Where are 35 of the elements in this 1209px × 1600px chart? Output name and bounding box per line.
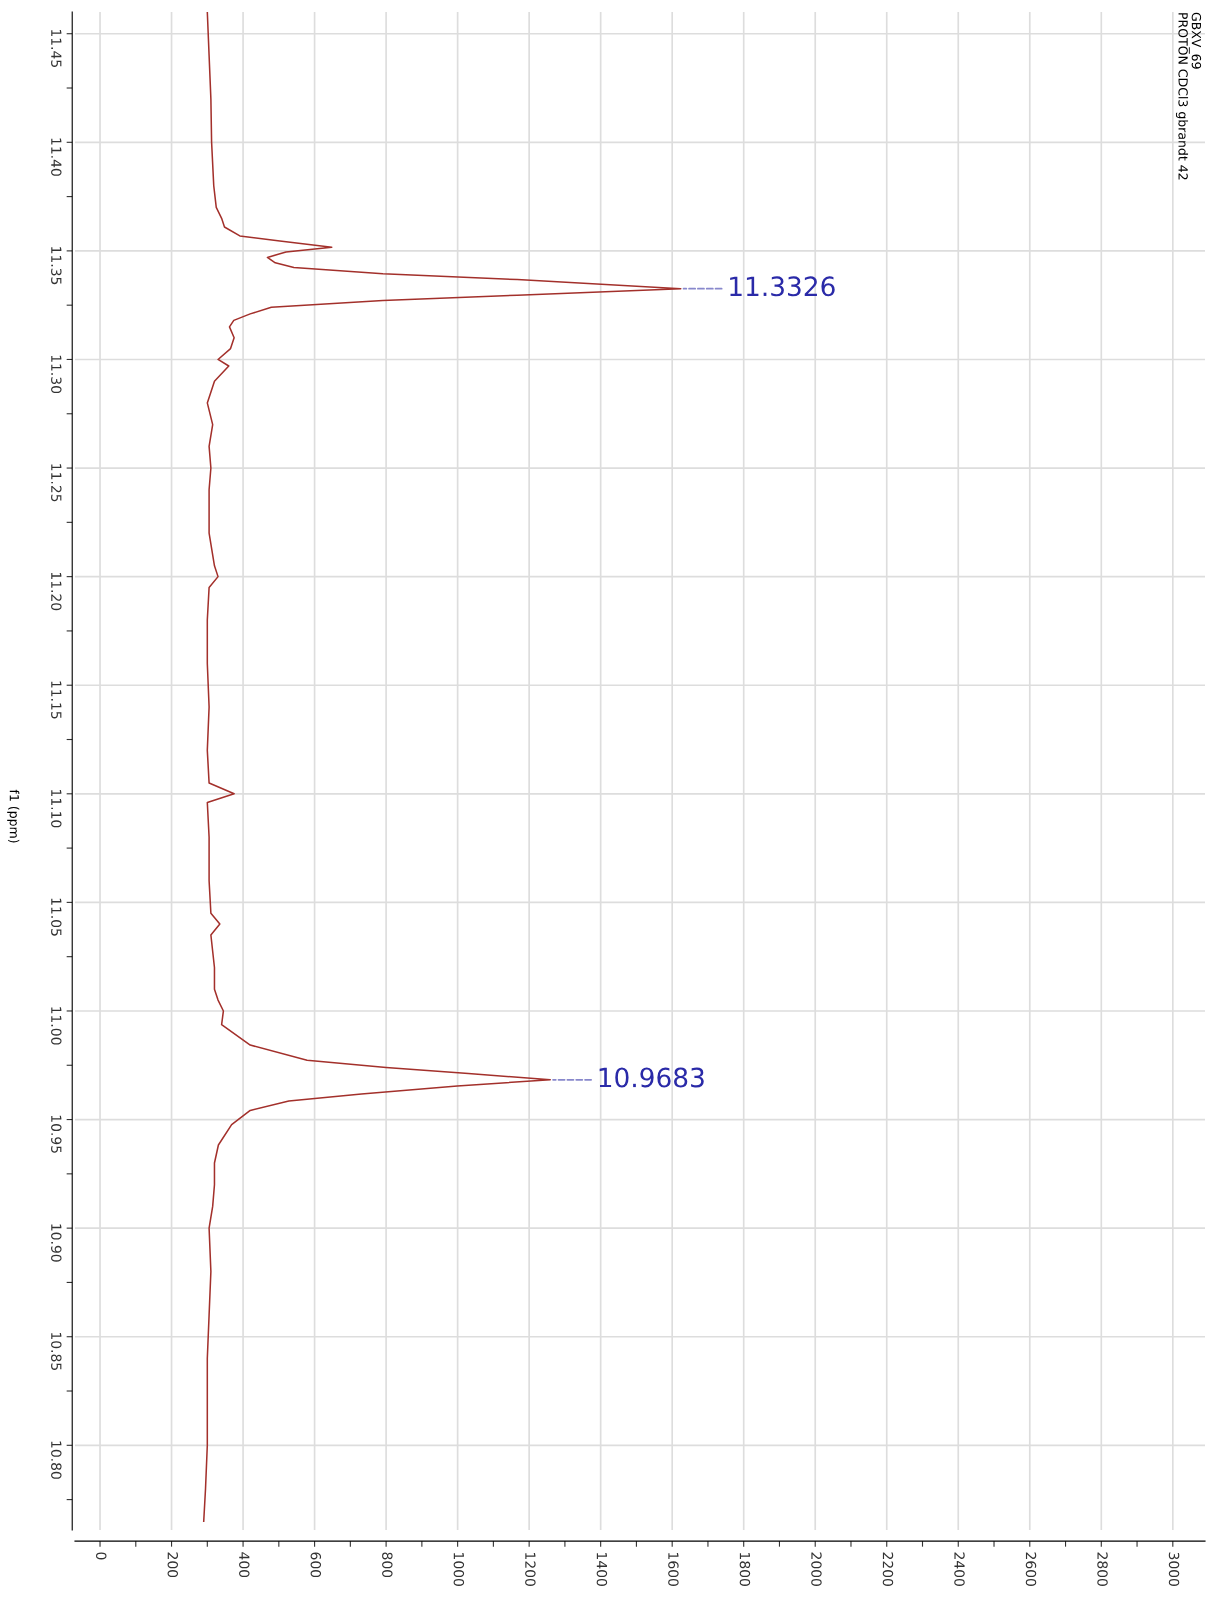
x-tick-label: 2400 (954, 1552, 965, 1586)
x-tick-label: 1400 (596, 1553, 608, 1586)
x-tick-label: 2200 (882, 1552, 894, 1586)
y-tick-label: 11.05 (51, 898, 62, 936)
y-tick-label: 11.15 (51, 681, 62, 719)
x-tick-label: 1000 (453, 1553, 465, 1586)
y-axis-title: f1 (ppm) (7, 789, 20, 843)
x-tick-label: 1800 (739, 1553, 751, 1586)
x-tick-label: 2600 (1025, 1552, 1037, 1586)
x-tick-label: 2800 (1097, 1552, 1108, 1586)
x-tick-label: 1600 (668, 1553, 679, 1586)
x-tick-label: 400 (239, 1552, 250, 1578)
x-tick-label: 3000 (1168, 1552, 1180, 1586)
y-tick-label: 10.85 (51, 1332, 62, 1370)
y-tick-label: 11.20 (51, 572, 62, 611)
x-tick-label: 2000 (811, 1552, 822, 1586)
y-tick-label: 10.80 (51, 1441, 62, 1479)
x-tick-label: 0 (96, 1552, 107, 1560)
x-tick-label: 1200 (525, 1553, 536, 1586)
y-tick-label: 10.90 (51, 1224, 62, 1262)
annotation: 11.3326 (730, 276, 835, 297)
y-tick-label: 10.95 (51, 1115, 62, 1153)
x-tick-label: 200 (167, 1552, 179, 1578)
y-tick-label: 11.35 (51, 247, 62, 285)
y-tick-label: 11.45 (51, 29, 62, 67)
y-tick-label: 11.25 (51, 464, 62, 502)
y-tick-label: 11.30 (51, 355, 62, 394)
y-tick-label: 11.10 (51, 790, 62, 828)
x-tick-label: 800 (382, 1552, 393, 1578)
x-tick-label: 600 (310, 1552, 322, 1578)
text: PROTON CDCl3 gbrandt 42 (1175, 13, 1189, 180)
annotation: 10.9683 (599, 1067, 704, 1088)
y-tick-label: 11.00 (51, 1007, 62, 1045)
text: GBXV_69 (1188, 12, 1202, 69)
y-tick-label: 11.40 (51, 138, 62, 176)
